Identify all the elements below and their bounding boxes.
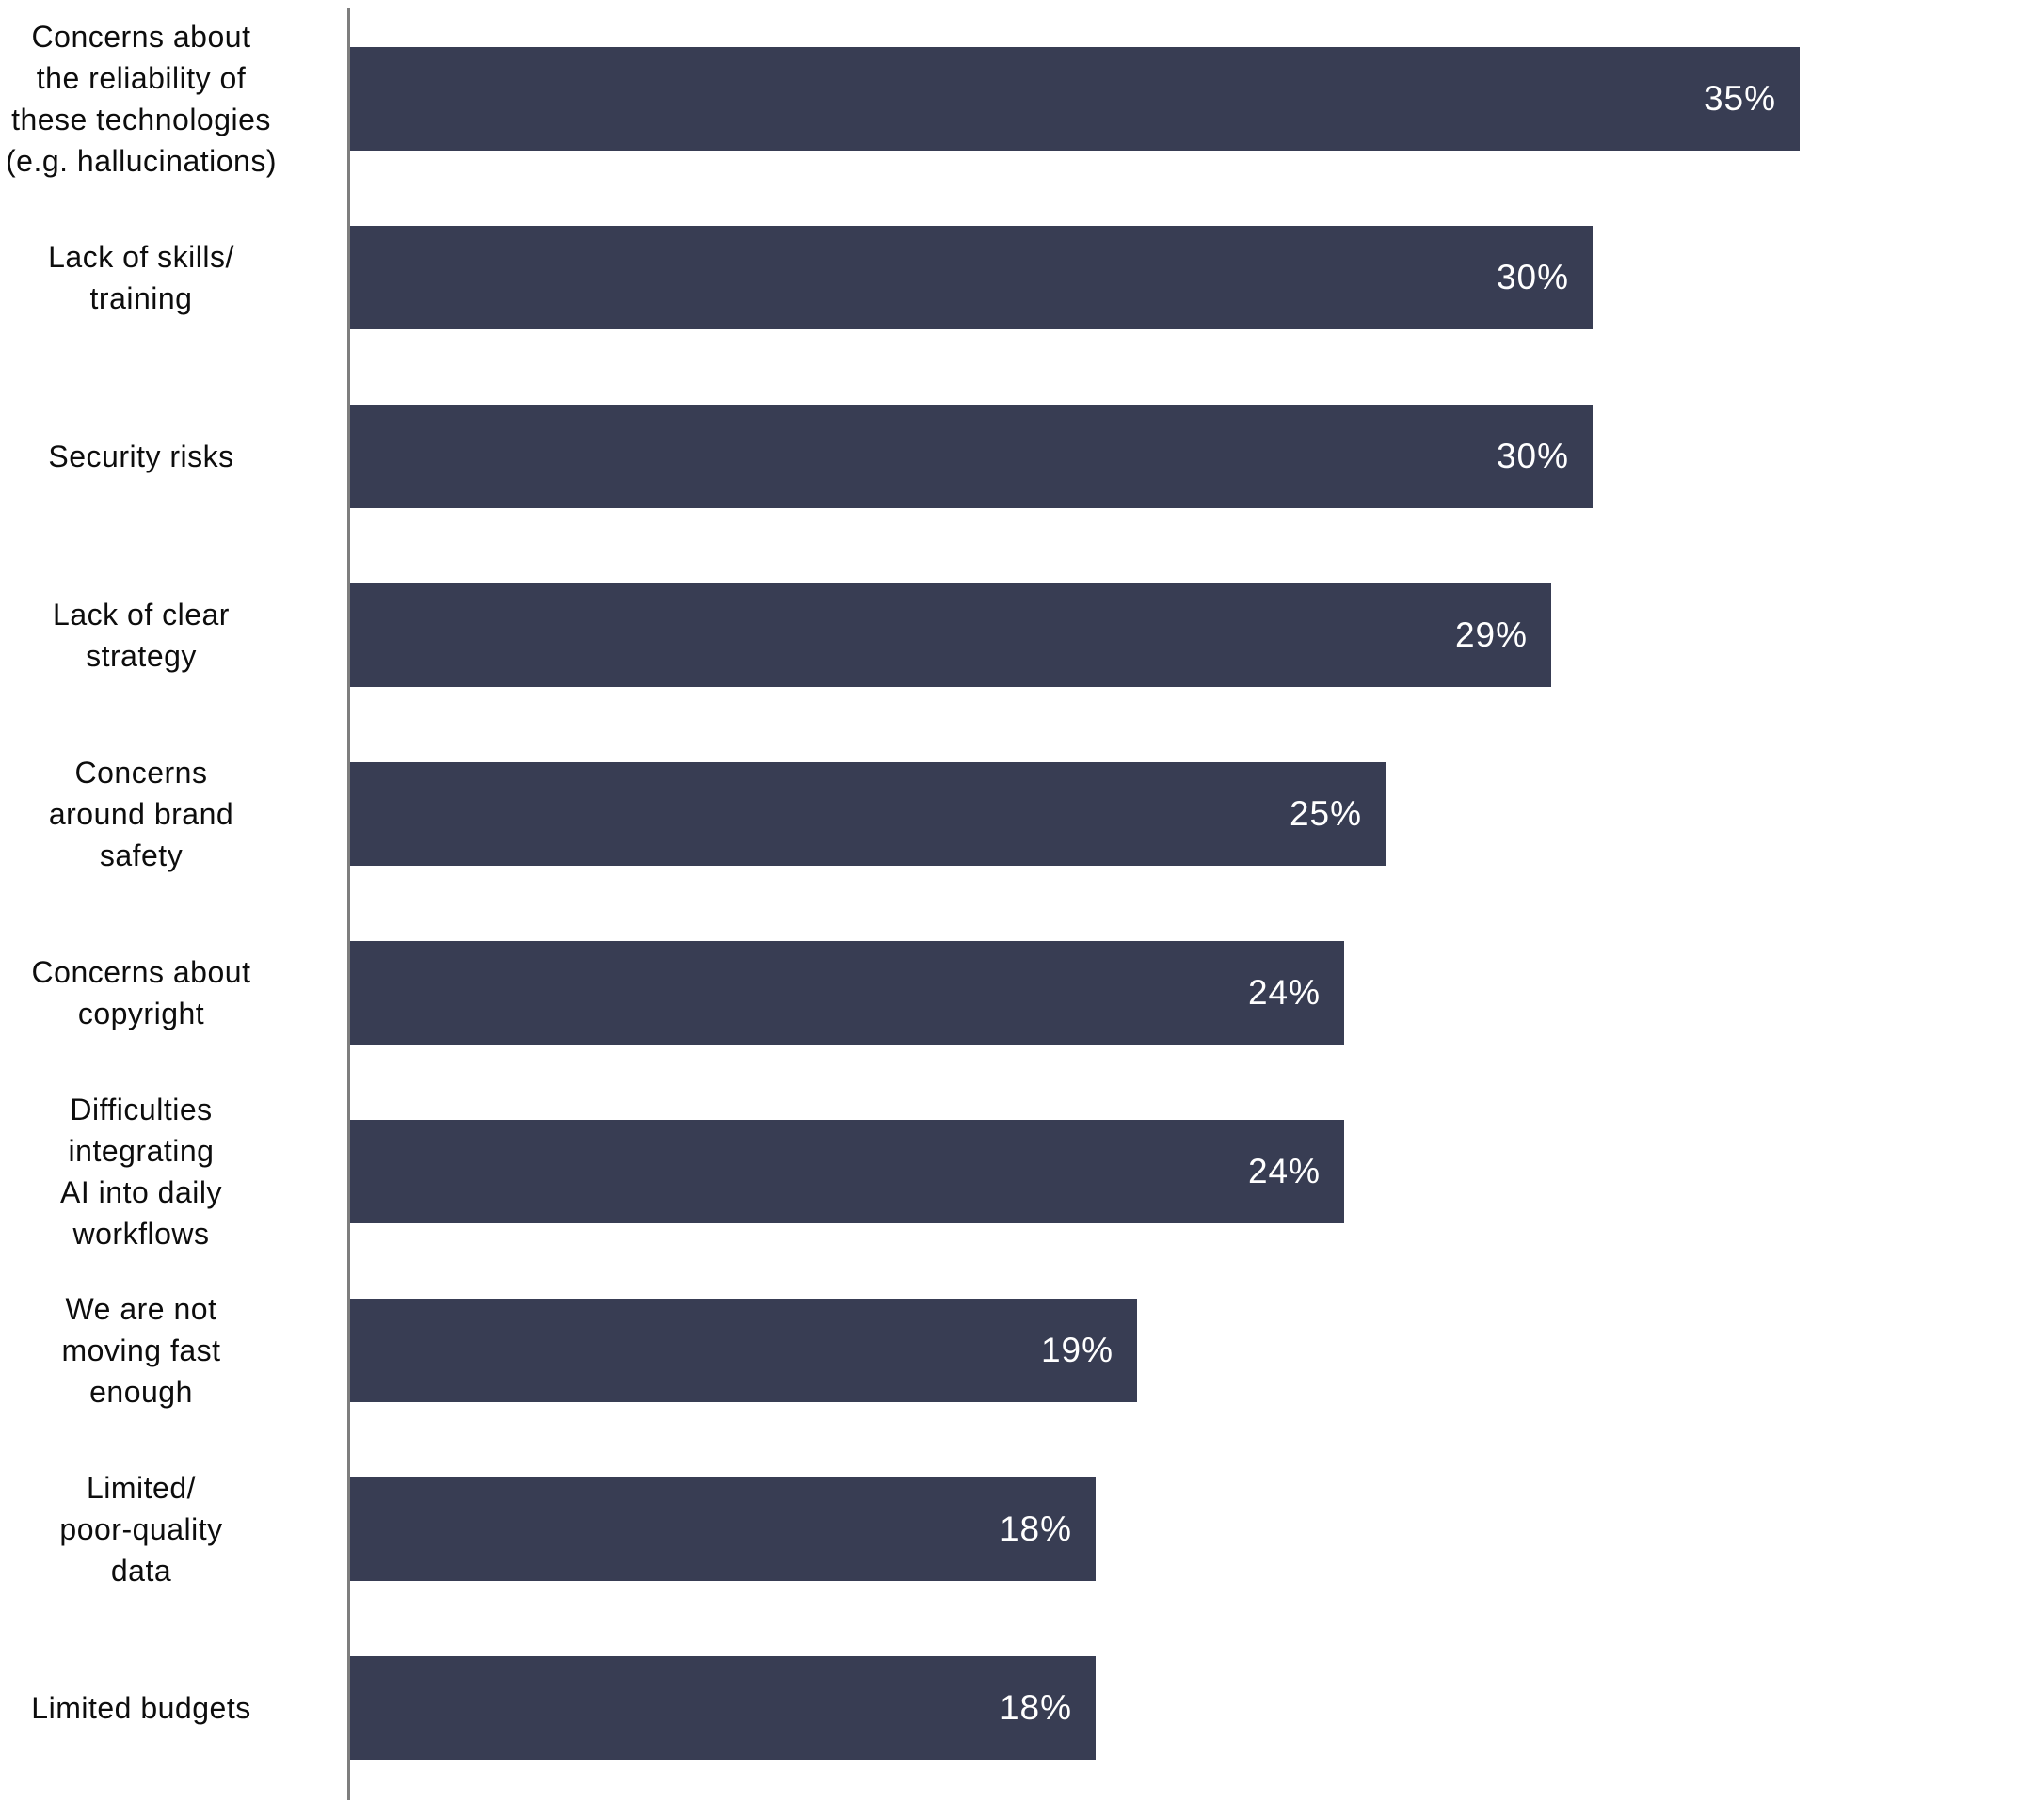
bar-value-label: 29% bbox=[1454, 615, 1528, 654]
bar-track: 24% bbox=[350, 941, 2019, 1045]
bar: 35% bbox=[350, 47, 1800, 151]
bar: 30% bbox=[350, 226, 1593, 329]
chart-row: Concerns about the reliability of these … bbox=[0, 9, 2019, 188]
chart-row: Security risks 30% bbox=[0, 367, 2019, 546]
bar-track: 24% bbox=[350, 1120, 2019, 1223]
chart-row: Limited/ poor-quality data 18% bbox=[0, 1440, 2019, 1619]
bar-track: 18% bbox=[350, 1656, 2019, 1760]
category-label: Difficulties integrating AI into daily w… bbox=[60, 1093, 222, 1251]
category-label: Lack of clear strategy bbox=[53, 598, 230, 673]
bar-value-label: 30% bbox=[1496, 258, 1569, 296]
category-label: Concerns around brand safety bbox=[48, 756, 234, 872]
y-axis-line bbox=[347, 8, 350, 1800]
bar-value-label: 18% bbox=[999, 1688, 1072, 1727]
chart-row: Concerns around brand safety 25% bbox=[0, 725, 2019, 903]
category-label: Concerns about the reliability of these … bbox=[6, 20, 277, 178]
bar: 18% bbox=[350, 1656, 1096, 1760]
category-label: Limited budgets bbox=[31, 1691, 251, 1725]
category-label: Security risks bbox=[48, 439, 234, 473]
chart-row: We are not moving fast enough 19% bbox=[0, 1261, 2019, 1440]
bar: 25% bbox=[350, 762, 1386, 866]
bar-value-label: 24% bbox=[1247, 973, 1321, 1012]
bar-track: 19% bbox=[350, 1299, 2019, 1402]
bar-track: 30% bbox=[350, 226, 2019, 329]
category-label: Concerns about copyright bbox=[31, 955, 251, 1030]
chart-row: Concerns about copyright 24% bbox=[0, 903, 2019, 1082]
bar-value-label: 24% bbox=[1247, 1152, 1321, 1190]
bar-track: 35% bbox=[350, 47, 2019, 151]
chart-row: Limited budgets 18% bbox=[0, 1619, 2019, 1797]
chart-row: Difficulties integrating AI into daily w… bbox=[0, 1082, 2019, 1261]
bar-track: 29% bbox=[350, 583, 2019, 687]
bar-value-label: 25% bbox=[1289, 794, 1362, 833]
chart-rows: Concerns about the reliability of these … bbox=[0, 9, 2019, 1797]
category-label: Limited/ poor-quality data bbox=[59, 1471, 223, 1588]
chart-row: Lack of clear strategy 29% bbox=[0, 546, 2019, 725]
category-label: Lack of skills/ training bbox=[48, 240, 234, 315]
bar: 18% bbox=[350, 1477, 1096, 1581]
bar: 29% bbox=[350, 583, 1551, 687]
bar-value-label: 19% bbox=[1040, 1331, 1114, 1369]
bar-value-label: 30% bbox=[1496, 437, 1569, 475]
bar-track: 25% bbox=[350, 762, 2019, 866]
bar: 24% bbox=[350, 1120, 1344, 1223]
bar-value-label: 35% bbox=[1703, 79, 1776, 118]
bar: 19% bbox=[350, 1299, 1137, 1402]
bar-track: 18% bbox=[350, 1477, 2019, 1581]
bar: 30% bbox=[350, 405, 1593, 508]
bar-track: 30% bbox=[350, 405, 2019, 508]
bar: 24% bbox=[350, 941, 1344, 1045]
chart-row: Lack of skills/ training 30% bbox=[0, 188, 2019, 367]
category-label: We are not moving fast enough bbox=[61, 1292, 221, 1409]
bar-value-label: 18% bbox=[999, 1509, 1072, 1548]
